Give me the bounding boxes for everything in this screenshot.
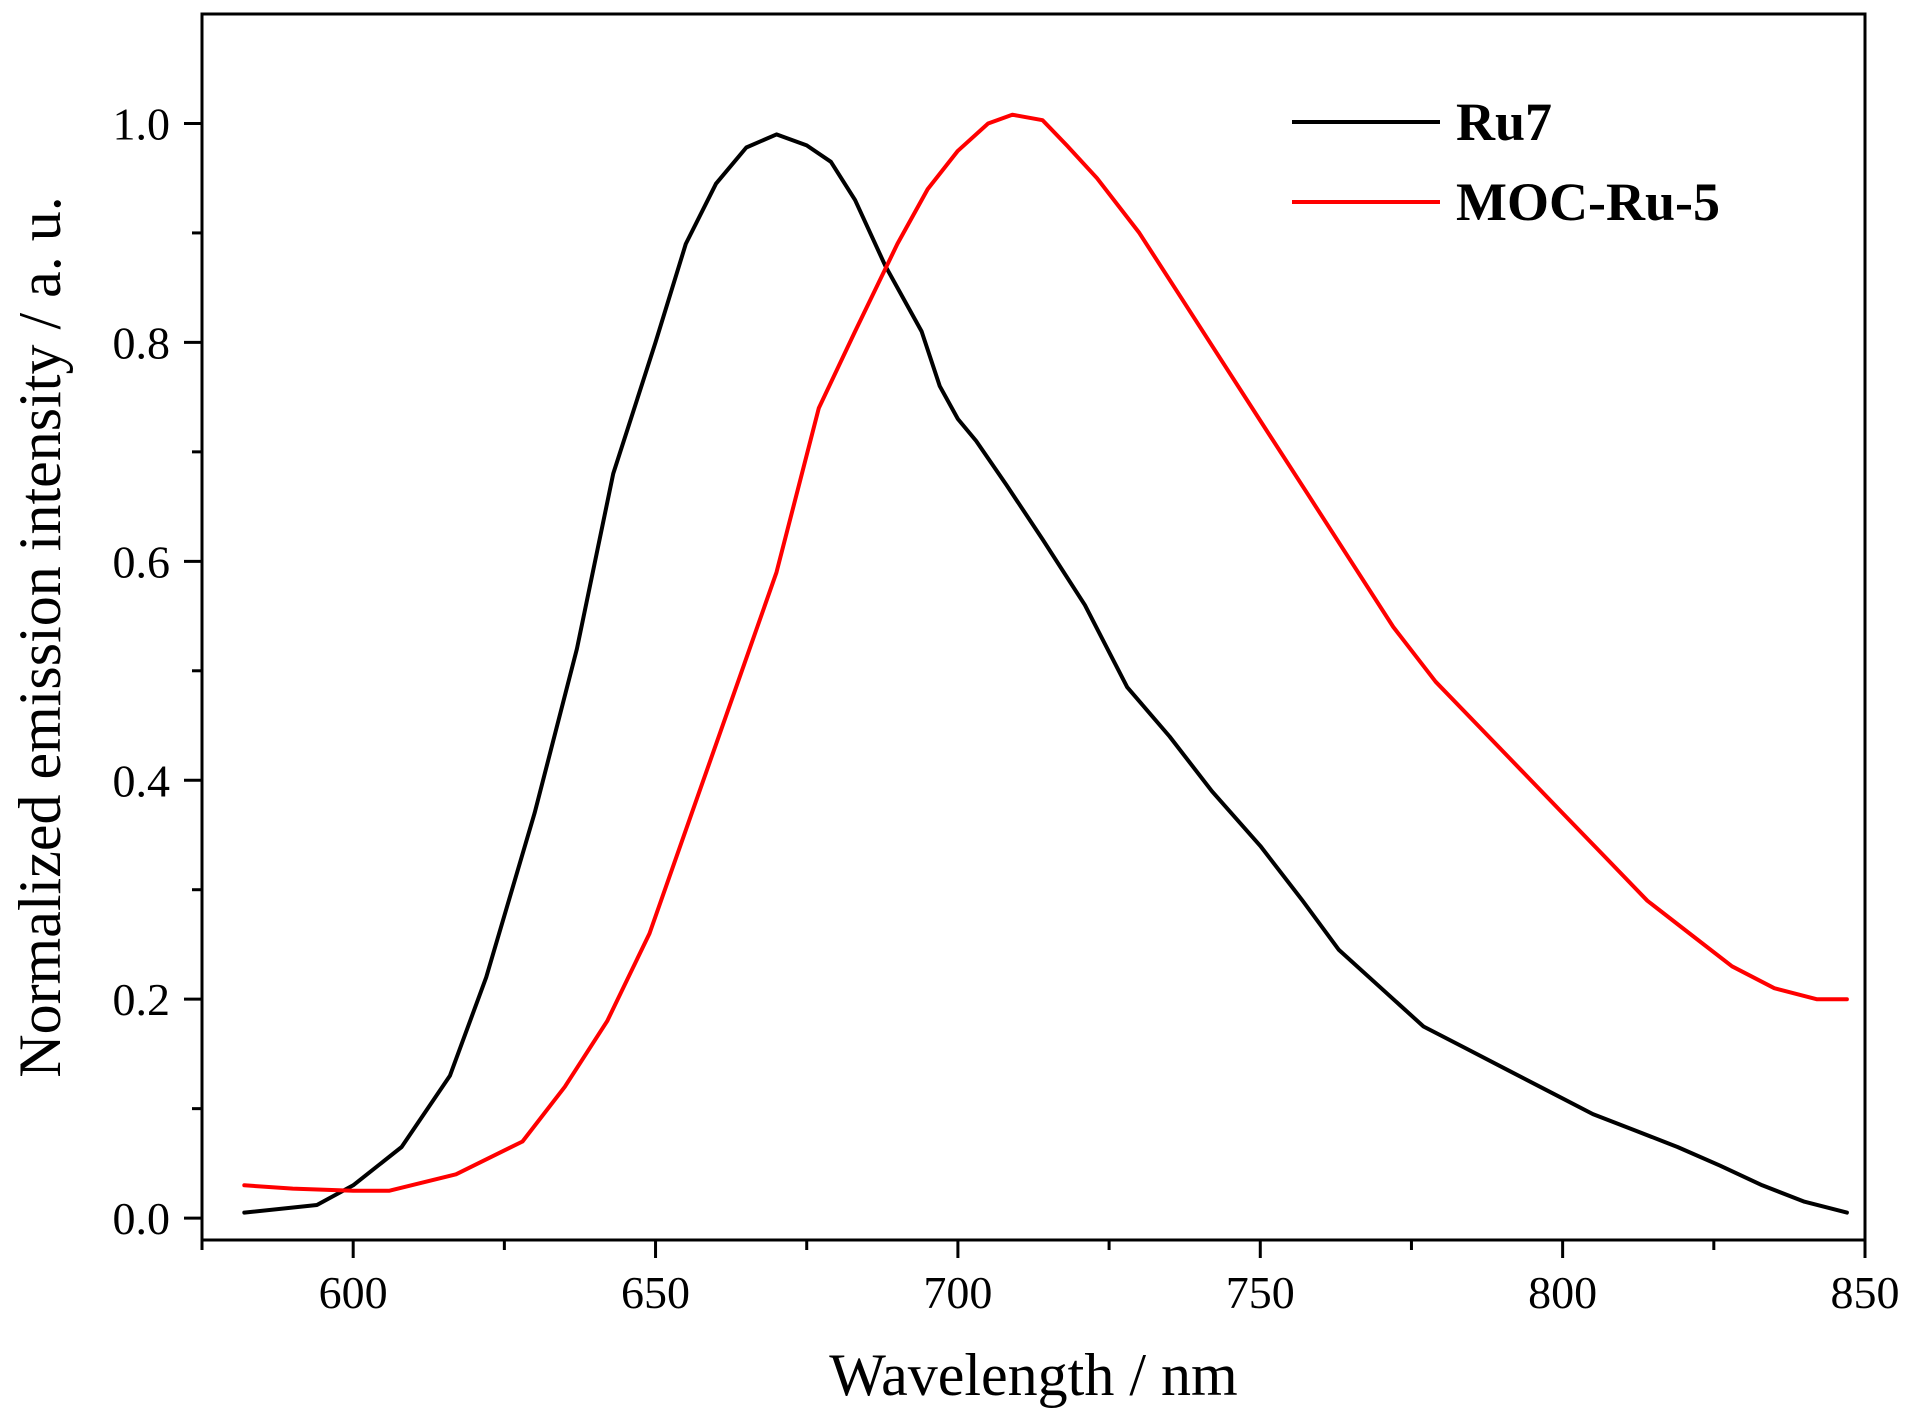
y-tick-label: 0.4 — [113, 755, 171, 806]
plot-frame — [200, 12, 1867, 1242]
legend-label-ru7: Ru7 — [1456, 92, 1552, 152]
series-layer — [242, 112, 1849, 1215]
y-axis-ticks: 0.0 0.2 0.4 0.6 0.8 1.0 — [113, 98, 202, 1244]
x-tick-label: 800 — [1528, 1267, 1597, 1318]
x-tick-label: 600 — [319, 1267, 388, 1318]
legend-label-moc-ru-5: MOC-Ru-5 — [1456, 172, 1720, 232]
y-tick-label: 1.0 — [113, 98, 171, 149]
x-axis-title: Wavelength / nm — [829, 1342, 1237, 1408]
series-line-moc-ru-5 — [242, 112, 1849, 1193]
x-tick-label: 650 — [621, 1267, 690, 1318]
x-tick-label: 750 — [1226, 1267, 1295, 1318]
series-line-ru7 — [242, 132, 1849, 1215]
x-tick-label: 850 — [1831, 1267, 1900, 1318]
x-axis-ticks: 600 650 700 750 800 850 — [200, 1240, 1900, 1318]
y-tick-label: 0.6 — [113, 536, 171, 587]
x-tick-label: 700 — [923, 1267, 992, 1318]
y-tick-label: 0.0 — [113, 1193, 171, 1244]
y-axis-title: Normalized emission intensity / a. u. — [7, 196, 73, 1078]
legend: Ru7 MOC-Ru-5 — [1292, 92, 1720, 232]
y-tick-label: 0.2 — [113, 974, 171, 1025]
y-tick-label: 0.8 — [113, 317, 171, 368]
